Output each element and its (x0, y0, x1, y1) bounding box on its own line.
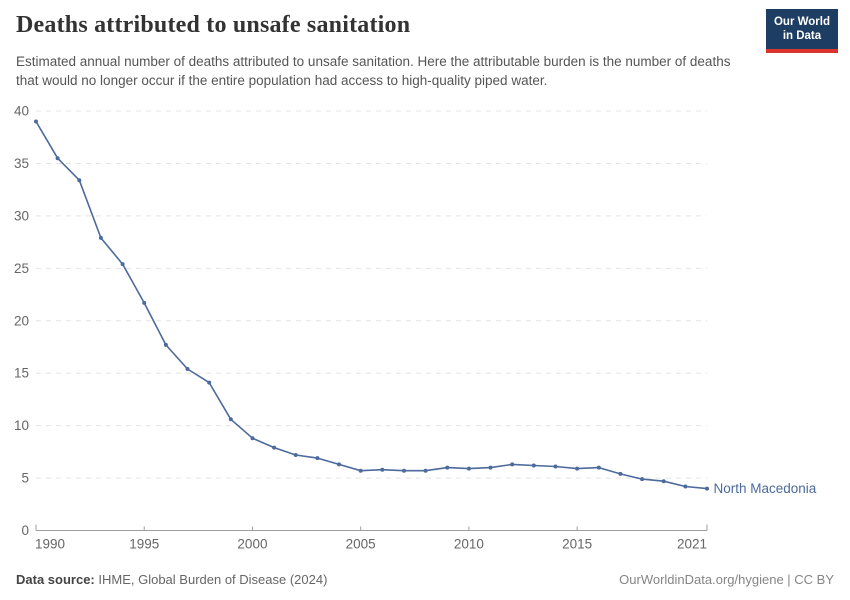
data-point[interactable] (510, 462, 515, 467)
y-axis-tick-label: 35 (14, 156, 29, 171)
data-point[interactable] (575, 466, 580, 471)
data-point[interactable] (402, 468, 406, 473)
data-point[interactable] (142, 300, 147, 305)
x-axis-tick-label: 1990 (35, 537, 65, 552)
owid-logo[interactable]: Our World in Data (765, 9, 838, 53)
data-point[interactable] (466, 466, 471, 471)
page-title: Deaths attributed to unsafe sanitation (16, 12, 411, 38)
data-point[interactable] (207, 380, 212, 385)
data-point[interactable] (445, 465, 450, 470)
owid-logo-line2: in Data (782, 30, 822, 43)
y-axis-tick-label: 20 (14, 313, 29, 328)
y-axis-tick-label: 10 (14, 418, 29, 433)
data-point[interactable] (55, 156, 60, 161)
data-point[interactable] (228, 417, 233, 422)
attribution-link[interactable]: OurWorldinData.org/hygiene | CC BY (619, 572, 834, 587)
x-axis-tick-label: 2005 (346, 537, 376, 552)
data-source-text: IHME, Global Burden of Disease (2024) (98, 572, 328, 587)
data-point[interactable] (98, 235, 103, 240)
y-axis-tick-label: 40 (14, 104, 29, 119)
x-axis-tick-label: 2015 (562, 537, 592, 552)
entity-label[interactable]: North Macedonia (714, 481, 817, 496)
x-axis-tick-label: 2010 (454, 537, 484, 552)
y-axis-tick-label: 5 (21, 471, 29, 486)
owid-logo-line1: Our World (773, 16, 830, 28)
data-point[interactable] (272, 445, 277, 450)
data-point[interactable] (250, 436, 255, 441)
data-point[interactable] (705, 486, 709, 491)
x-axis-tick-label: 2000 (237, 537, 267, 552)
data-point[interactable] (120, 262, 125, 267)
data-point[interactable] (293, 453, 298, 457)
data-line[interactable] (35, 120, 708, 490)
data-point[interactable] (683, 484, 688, 489)
data-point[interactable] (34, 119, 38, 124)
chart-subtitle: Estimated annual number of deaths attrib… (16, 54, 731, 89)
y-axis-tick-label: 30 (14, 208, 29, 223)
data-point[interactable] (596, 465, 601, 470)
data-point[interactable] (315, 456, 320, 461)
data-point[interactable] (163, 342, 168, 347)
data-point[interactable] (380, 467, 385, 472)
data-point[interactable] (618, 471, 623, 476)
y-axis-tick-label: 0 (21, 523, 29, 538)
data-point[interactable] (488, 465, 493, 470)
data-point[interactable] (423, 468, 428, 473)
x-axis-tick-label: 2021 (677, 537, 707, 552)
data-source: Data source: IHME, Global Burden of Dise… (16, 572, 327, 587)
data-point[interactable] (661, 479, 666, 484)
data-point[interactable] (531, 463, 536, 468)
y-axis-tick-label: 25 (14, 261, 29, 276)
data-point[interactable] (358, 468, 363, 473)
data-point[interactable] (640, 477, 645, 482)
data-source-label: Data source: (16, 572, 95, 587)
y-axis-tick-label: 15 (14, 366, 29, 381)
x-axis-tick-label: 1995 (129, 537, 159, 552)
data-point[interactable] (185, 367, 190, 371)
data-point[interactable] (77, 178, 82, 183)
data-point[interactable] (337, 462, 341, 467)
data-point[interactable] (553, 464, 558, 469)
